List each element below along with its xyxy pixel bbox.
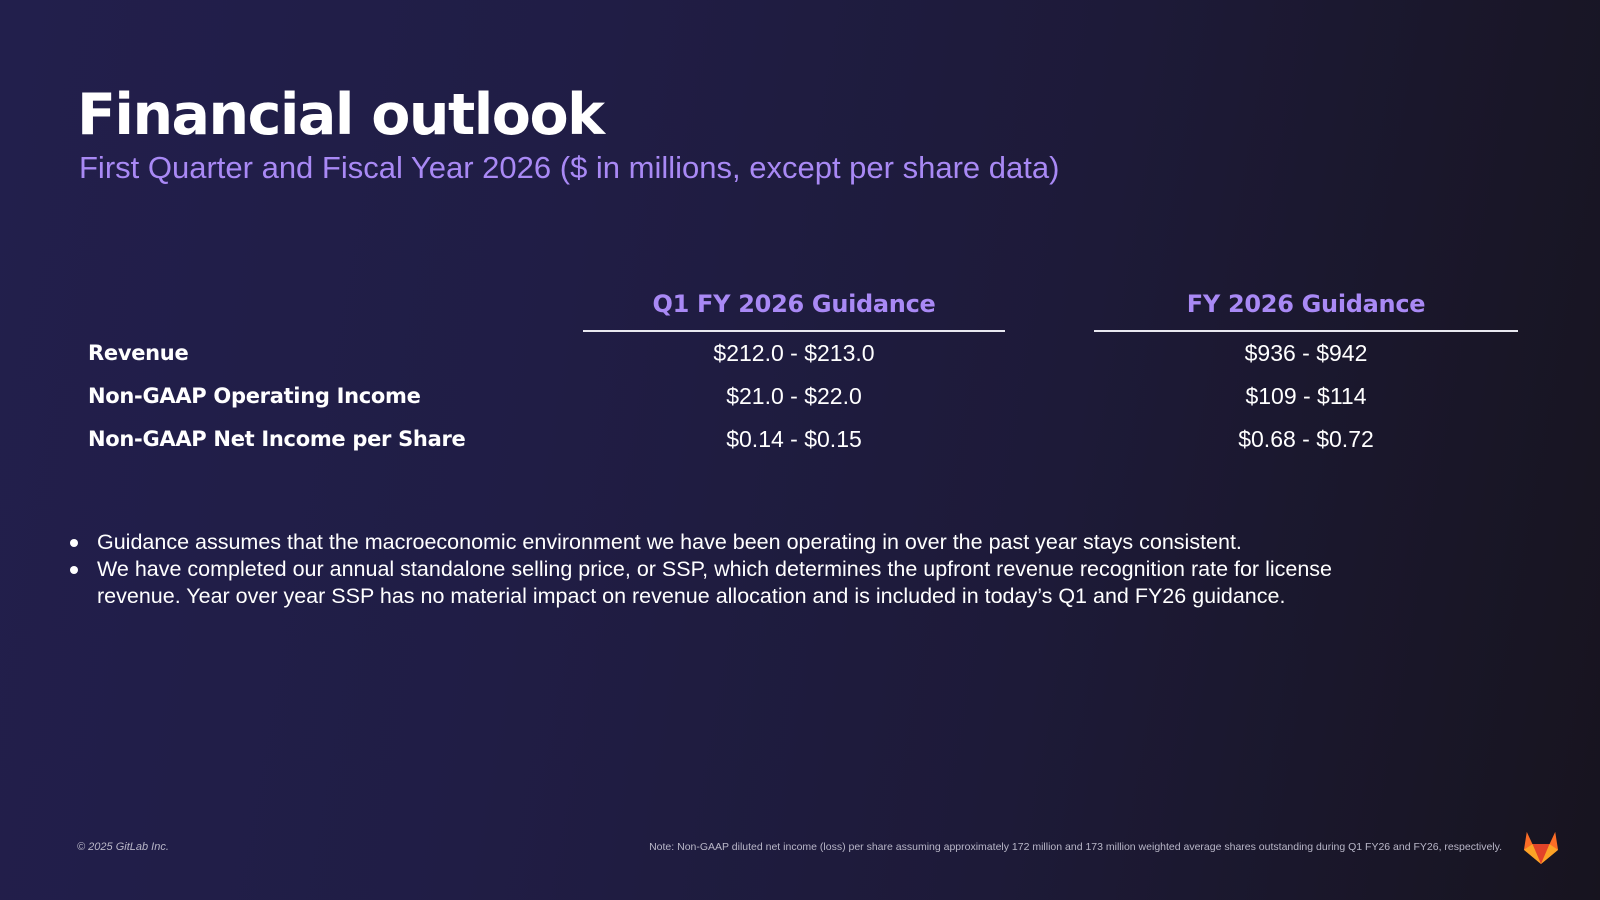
row-label: Non-GAAP Net Income per Share — [88, 427, 466, 451]
q1-value: $21.0 - $22.0 — [726, 383, 862, 409]
guidance-notes-list: Guidance assumes that the macroeconomic … — [68, 529, 1398, 610]
bullet-icon — [70, 539, 78, 547]
row-label: Non-GAAP Operating Income — [88, 384, 421, 408]
row-label: Revenue — [88, 341, 189, 365]
bullet-icon — [70, 566, 78, 574]
list-item: We have completed our annual standalone … — [68, 556, 1398, 610]
table-row-revenue: Revenue $212.0 - $213.0 $936 - $942 — [0, 333, 1600, 373]
list-item: Guidance assumes that the macroeconomic … — [68, 529, 1398, 556]
list-item-text: We have completed our annual standalone … — [97, 557, 1332, 608]
fy-value: $109 - $114 — [1245, 383, 1367, 409]
table-row-operating-income: Non-GAAP Operating Income $21.0 - $22.0 … — [0, 376, 1600, 416]
copyright-text: © 2025 GitLab Inc. — [77, 841, 169, 853]
column-header-fy-guidance: FY 2026 Guidance — [1094, 286, 1518, 332]
fy-value: $936 - $942 — [1244, 340, 1368, 366]
q1-value: $0.14 - $0.15 — [726, 426, 862, 452]
page-title: Financial outlook — [77, 82, 605, 148]
table-row-net-income-per-share: Non-GAAP Net Income per Share $0.14 - $0… — [0, 419, 1600, 459]
footnote-text: Note: Non-GAAP diluted net income (loss)… — [649, 841, 1502, 853]
list-item-text: Guidance assumes that the macroeconomic … — [97, 530, 1242, 554]
column-header-q1-guidance: Q1 FY 2026 Guidance — [583, 286, 1005, 332]
gitlab-logo-icon — [1523, 831, 1559, 865]
q1-value: $212.0 - $213.0 — [713, 340, 875, 366]
fy-value: $0.68 - $0.72 — [1238, 426, 1374, 452]
page-subtitle: First Quarter and Fiscal Year 2026 ($ in… — [79, 150, 1060, 185]
